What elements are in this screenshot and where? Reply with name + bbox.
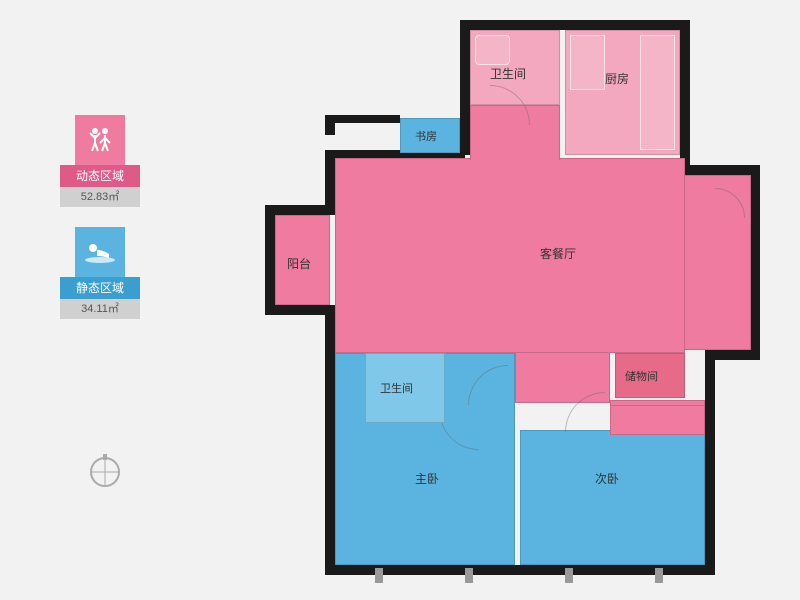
room-study-label: 书房 xyxy=(415,128,437,144)
room-balcony-label: 阳台 xyxy=(287,255,311,272)
legend-panel: 动态区域 52.83㎡ 静态区域 34.11㎡ xyxy=(60,115,140,339)
legend-dynamic: 动态区域 52.83㎡ xyxy=(60,115,140,207)
wall xyxy=(265,205,275,310)
room-kitchen-label: 厨房 xyxy=(605,70,629,87)
wall xyxy=(460,20,470,155)
legend-dynamic-value: 52.83㎡ xyxy=(60,187,140,207)
dynamic-icon xyxy=(75,115,125,165)
room-second-label: 次卧 xyxy=(595,470,619,487)
wall xyxy=(680,165,760,175)
window-marker xyxy=(375,568,383,583)
legend-dynamic-label: 动态区域 xyxy=(60,165,140,187)
room-master-label: 主卧 xyxy=(415,470,439,487)
door-arc xyxy=(439,410,479,450)
room-living-label: 客餐厅 xyxy=(540,245,576,262)
fixture xyxy=(570,35,605,90)
door-arc xyxy=(490,85,530,125)
wall xyxy=(325,115,400,123)
legend-static-label: 静态区域 xyxy=(60,277,140,299)
wall xyxy=(325,310,335,355)
wall xyxy=(460,20,690,30)
wall xyxy=(680,20,690,175)
wall xyxy=(750,165,760,360)
wall xyxy=(325,350,335,570)
compass-icon xyxy=(85,450,125,495)
floorplan: 卫生间 厨房 书房 阳台 客餐厅 储物间 卫生间 卫生间 主卧 次卧 xyxy=(265,20,765,580)
room-living xyxy=(335,158,685,353)
window-marker xyxy=(655,568,663,583)
fixture xyxy=(640,35,675,150)
window-marker xyxy=(565,568,573,583)
room-second xyxy=(520,430,705,565)
door-arc xyxy=(565,392,605,432)
static-icon xyxy=(75,227,125,277)
room-bathroom2-label2: 卫生间 xyxy=(380,380,413,396)
wall xyxy=(325,150,335,210)
legend-static: 静态区域 34.11㎡ xyxy=(60,227,140,319)
legend-static-value: 34.11㎡ xyxy=(60,299,140,319)
room-storage-label: 储物间 xyxy=(625,368,658,384)
wall xyxy=(705,350,715,570)
room-second-ext xyxy=(610,405,705,435)
door-arc xyxy=(715,188,745,218)
room-bathroom1-label: 卫生间 xyxy=(490,65,526,82)
door-arc xyxy=(468,365,508,405)
fixture xyxy=(475,35,510,65)
window-marker xyxy=(465,568,473,583)
